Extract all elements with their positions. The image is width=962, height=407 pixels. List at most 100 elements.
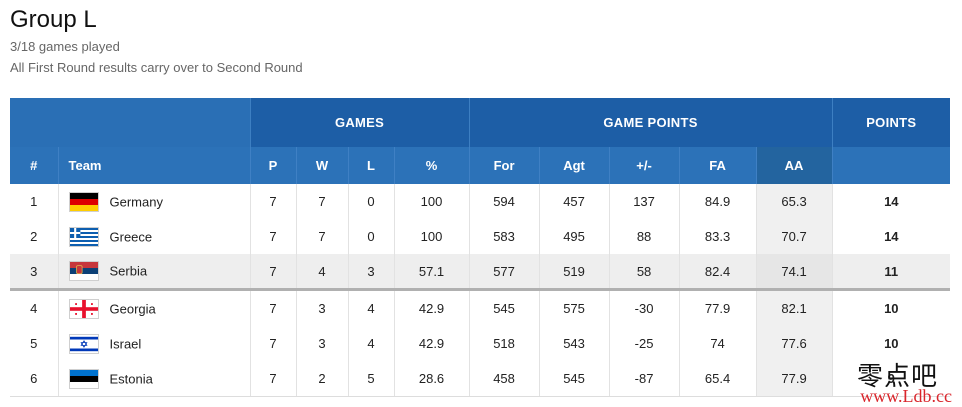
wins-cell: 3 bbox=[295, 326, 348, 361]
points-cell: 14 bbox=[831, 219, 951, 254]
win-pct-cell: 57.1 bbox=[393, 254, 470, 291]
wins-cell: 2 bbox=[295, 361, 348, 397]
played-cell: 7 bbox=[249, 326, 296, 361]
col-points bbox=[831, 147, 951, 184]
games-played-text: 3/18 games played bbox=[10, 39, 120, 54]
group-header-blank bbox=[10, 98, 250, 147]
rank-cell: 3 bbox=[10, 254, 58, 291]
fa-cell: 65.4 bbox=[678, 361, 757, 397]
team-cell: Israel bbox=[57, 326, 250, 361]
col-points-for[interactable]: For bbox=[468, 147, 540, 184]
fa-cell: 84.9 bbox=[678, 184, 757, 219]
col-wins[interactable]: W bbox=[295, 147, 348, 184]
losses-cell: 0 bbox=[347, 219, 394, 254]
germany-flag-icon bbox=[68, 191, 99, 212]
points-against-cell: 575 bbox=[538, 289, 610, 326]
col-aa[interactable]: AA bbox=[755, 147, 833, 184]
table-row[interactable]: 4 Georgia 7 3 4 42.9 545 575 -30 77.9 82… bbox=[10, 289, 951, 326]
serbia-flag-icon bbox=[68, 261, 99, 281]
fa-cell: 83.3 bbox=[678, 219, 757, 254]
team-cell: Serbia bbox=[57, 254, 250, 291]
col-team[interactable]: Team bbox=[57, 147, 250, 184]
points-against-cell: 519 bbox=[538, 254, 610, 291]
diff-cell: 88 bbox=[608, 219, 680, 254]
points-against-cell: 543 bbox=[538, 326, 610, 361]
losses-cell: 4 bbox=[347, 326, 394, 361]
win-pct-cell: 42.9 bbox=[393, 326, 470, 361]
standings-table: GAMES GAME POINTS POINTS # Team P W L % … bbox=[10, 98, 951, 397]
col-win-pct[interactable]: % bbox=[393, 147, 470, 184]
played-cell: 7 bbox=[249, 184, 296, 219]
carry-over-note: All First Round results carry over to Se… bbox=[10, 60, 303, 75]
points-cell: 14 bbox=[831, 184, 951, 219]
aa-cell: 82.1 bbox=[755, 289, 833, 326]
played-cell: 7 bbox=[249, 254, 296, 291]
points-for-cell: 545 bbox=[468, 289, 540, 326]
column-header-row: # Team P W L % For Agt +/- FA AA bbox=[10, 147, 951, 184]
col-rank[interactable]: # bbox=[10, 147, 58, 184]
group-header-row: GAMES GAME POINTS POINTS bbox=[10, 98, 951, 147]
table-row[interactable]: 5 Israel 7 3 4 42.9 518 543 -25 74 77.6 … bbox=[10, 326, 951, 361]
points-for-cell: 583 bbox=[468, 219, 540, 254]
aa-cell: 70.7 bbox=[755, 219, 833, 254]
diff-cell: 58 bbox=[608, 254, 680, 291]
points-cell: 10 bbox=[831, 326, 951, 361]
table-row[interactable]: 2 Greece 7 7 0 100 583 495 88 83.3 70.7 … bbox=[10, 219, 951, 254]
estonia-flag-icon bbox=[68, 368, 99, 389]
col-points-against[interactable]: Agt bbox=[538, 147, 610, 184]
col-losses[interactable]: L bbox=[347, 147, 394, 184]
team-cell: Georgia bbox=[57, 289, 250, 326]
team-cell: Germany bbox=[57, 184, 250, 219]
game-points-group-header: GAME POINTS bbox=[468, 98, 833, 147]
games-group-header: GAMES bbox=[249, 98, 470, 147]
rank-cell: 4 bbox=[30, 301, 38, 316]
rank-cell: 1 bbox=[30, 194, 38, 209]
played-cell: 7 bbox=[249, 361, 296, 397]
col-played[interactable]: P bbox=[249, 147, 296, 184]
team-name[interactable]: Estonia bbox=[109, 371, 153, 386]
team-name[interactable]: Georgia bbox=[109, 301, 156, 316]
team-name[interactable]: Serbia bbox=[109, 263, 148, 279]
team-name[interactable]: Greece bbox=[109, 229, 153, 244]
team-name[interactable]: Germany bbox=[109, 194, 163, 209]
points-cell: 11 bbox=[831, 254, 951, 291]
diff-cell: -87 bbox=[608, 361, 680, 397]
losses-cell: 0 bbox=[347, 184, 394, 219]
losses-cell: 3 bbox=[347, 254, 394, 291]
fa-cell: 77.9 bbox=[678, 289, 757, 326]
points-against-cell: 545 bbox=[538, 361, 610, 397]
fa-cell: 74 bbox=[678, 326, 757, 361]
wins-cell: 3 bbox=[295, 289, 348, 326]
points-group-header: POINTS bbox=[831, 98, 951, 147]
aa-cell: 77.6 bbox=[755, 326, 833, 361]
diff-cell: -30 bbox=[608, 289, 680, 326]
col-diff[interactable]: +/- bbox=[608, 147, 680, 184]
col-fa[interactable]: FA bbox=[678, 147, 757, 184]
georgia-flag-icon bbox=[68, 298, 99, 319]
win-pct-cell: 100 bbox=[393, 219, 470, 254]
greece-flag-icon bbox=[68, 226, 99, 247]
diff-cell: 137 bbox=[608, 184, 680, 219]
watermark-url: www.Ldb.cc bbox=[860, 386, 952, 406]
wins-cell: 7 bbox=[295, 184, 348, 219]
rank-cell: 6 bbox=[10, 361, 58, 397]
points-cell: 9 bbox=[831, 361, 951, 397]
team-name[interactable]: Israel bbox=[109, 336, 142, 351]
played-cell: 7 bbox=[249, 219, 296, 254]
rank-cell: 2 bbox=[30, 229, 38, 244]
losses-cell: 5 bbox=[347, 361, 394, 397]
win-pct-cell: 42.9 bbox=[393, 289, 470, 326]
wins-cell: 7 bbox=[295, 219, 348, 254]
table-row[interactable]: 6 Estonia 7 2 5 28.6 458 545 -87 65.4 77… bbox=[10, 361, 951, 397]
win-pct-cell: 28.6 bbox=[393, 361, 470, 397]
table-row[interactable]: 3 Serbia 7 4 3 57.1 577 519 58 82.4 74.1… bbox=[10, 254, 951, 291]
points-cell: 10 bbox=[831, 289, 951, 326]
aa-cell: 77.9 bbox=[755, 361, 833, 397]
played-cell: 7 bbox=[249, 289, 296, 326]
diff-cell: -25 bbox=[608, 326, 680, 361]
points-for-cell: 594 bbox=[468, 184, 540, 219]
points-for-cell: 518 bbox=[468, 326, 540, 361]
win-pct-cell: 100 bbox=[393, 184, 470, 219]
israel-flag-icon bbox=[68, 333, 99, 354]
table-row[interactable]: 1 Germany 7 7 0 100 594 457 137 84.9 65.… bbox=[10, 184, 951, 219]
